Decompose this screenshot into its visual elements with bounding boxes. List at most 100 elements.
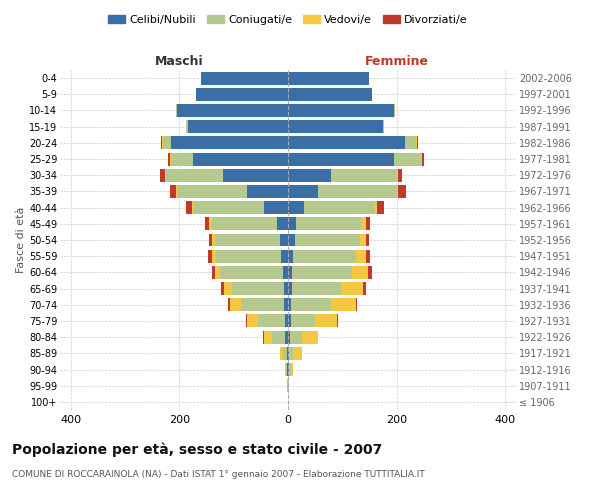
Bar [177, 185, 247, 198]
Bar [397, 169, 398, 181]
Bar [337, 314, 338, 328]
Bar [163, 136, 171, 149]
Bar [193, 201, 263, 214]
Bar [288, 152, 394, 166]
Bar [331, 298, 356, 311]
Bar [359, 234, 366, 246]
Bar [176, 104, 177, 117]
Legend: Celibi/Nubili, Coniugati/e, Vedovi/e, Divorziati/e: Celibi/Nubili, Coniugati/e, Vedovi/e, Di… [104, 10, 472, 29]
Bar [422, 152, 424, 166]
Bar [365, 218, 370, 230]
Bar [284, 298, 288, 311]
Bar [405, 136, 416, 149]
Bar [363, 282, 366, 295]
Bar [263, 201, 288, 214]
Bar [356, 298, 358, 311]
Bar [398, 185, 406, 198]
Bar [288, 298, 291, 311]
Bar [280, 234, 288, 246]
Bar [212, 218, 277, 230]
Bar [315, 314, 337, 328]
Bar [187, 201, 192, 214]
Bar [288, 282, 292, 295]
Bar [215, 266, 220, 279]
Text: COMUNE DI ROCCARAINOLA (NA) - Dati ISTAT 1° gennaio 2007 - Elaborazione TUTTITAL: COMUNE DI ROCCARAINOLA (NA) - Dati ISTAT… [12, 470, 425, 479]
Bar [247, 314, 258, 328]
Bar [205, 218, 209, 230]
Bar [286, 363, 287, 376]
Bar [223, 169, 288, 181]
Bar [356, 250, 365, 262]
Bar [397, 185, 398, 198]
Y-axis label: Fasce di età: Fasce di età [16, 207, 26, 273]
Bar [277, 218, 288, 230]
Bar [375, 201, 377, 214]
Bar [421, 152, 422, 166]
Bar [288, 88, 372, 101]
Bar [212, 234, 215, 246]
Bar [394, 104, 395, 117]
Bar [304, 201, 375, 214]
Bar [285, 330, 288, 344]
Bar [177, 104, 288, 117]
Bar [246, 314, 247, 328]
Bar [288, 234, 295, 246]
Bar [290, 330, 302, 344]
Bar [283, 266, 288, 279]
Bar [416, 136, 418, 149]
Bar [165, 169, 166, 181]
Bar [292, 282, 341, 295]
Bar [209, 234, 212, 246]
Bar [258, 314, 285, 328]
Bar [168, 152, 170, 166]
Bar [196, 88, 288, 101]
Bar [193, 152, 288, 166]
Bar [295, 234, 359, 246]
Bar [166, 169, 223, 181]
Bar [230, 298, 241, 311]
Bar [212, 250, 217, 262]
Bar [171, 136, 288, 149]
Bar [201, 72, 288, 85]
Bar [263, 330, 272, 344]
Bar [284, 282, 288, 295]
Bar [398, 169, 402, 181]
Bar [365, 250, 370, 262]
Bar [289, 347, 293, 360]
Bar [289, 363, 291, 376]
Bar [281, 250, 288, 262]
Bar [247, 185, 288, 198]
Bar [187, 120, 188, 133]
Bar [288, 201, 304, 214]
Bar [170, 185, 176, 198]
Bar [288, 72, 370, 85]
Bar [283, 347, 287, 360]
Bar [285, 363, 286, 376]
Bar [212, 266, 215, 279]
Bar [209, 218, 212, 230]
Bar [215, 234, 280, 246]
Bar [288, 136, 405, 149]
Bar [288, 250, 293, 262]
Bar [188, 120, 288, 133]
Bar [291, 314, 315, 328]
Bar [232, 282, 284, 295]
Bar [302, 330, 318, 344]
Bar [292, 266, 352, 279]
Bar [161, 136, 162, 149]
Bar [208, 250, 212, 262]
Bar [377, 201, 383, 214]
Bar [366, 234, 370, 246]
Bar [288, 104, 394, 117]
Bar [293, 347, 302, 360]
Bar [217, 250, 281, 262]
Bar [171, 152, 193, 166]
Bar [241, 298, 284, 311]
Bar [288, 266, 292, 279]
Bar [352, 266, 368, 279]
Text: Maschi: Maschi [155, 56, 204, 68]
Bar [228, 298, 230, 311]
Bar [160, 169, 165, 181]
Bar [287, 347, 288, 360]
Bar [224, 282, 232, 295]
